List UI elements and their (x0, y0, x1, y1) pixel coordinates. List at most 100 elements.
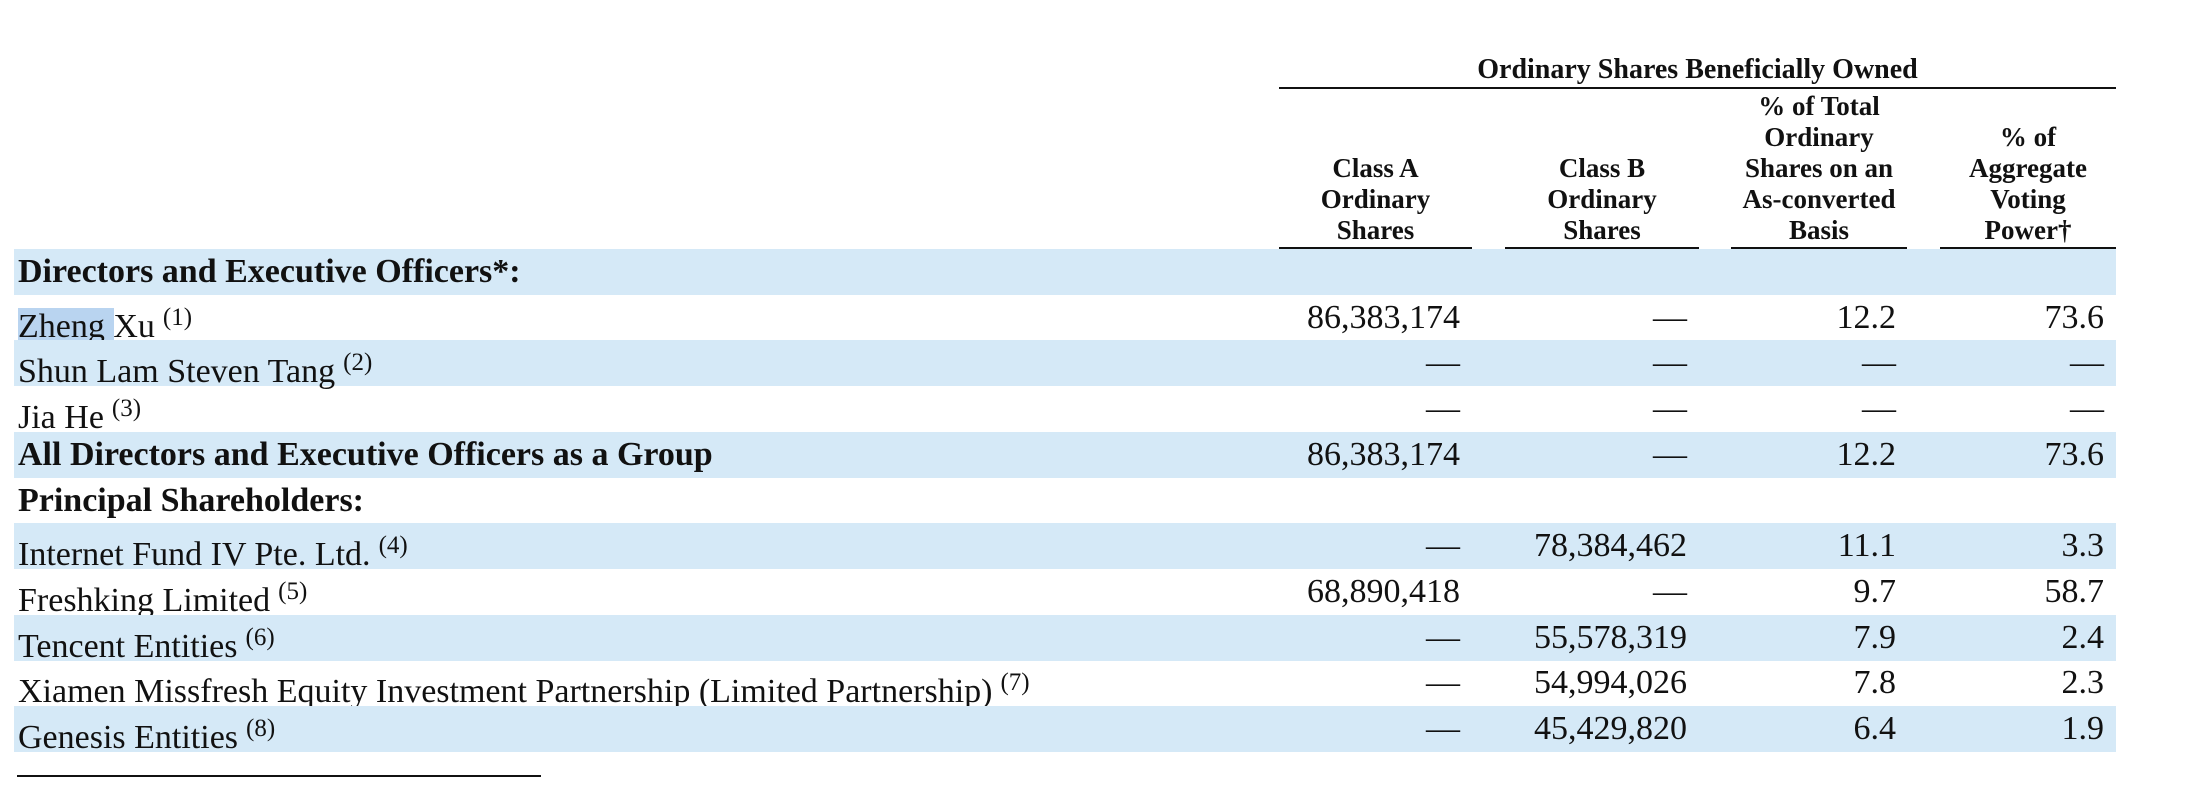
column-header-line: Ordinary (1764, 122, 1874, 152)
row-label: Jia He (3) (18, 388, 141, 439)
cell: 73.6 (2044, 435, 2105, 473)
row-label: Shun Lam Steven Tang (2) (18, 342, 372, 393)
footnote-ref: (3) (111, 395, 142, 423)
cell: — (1426, 344, 1460, 382)
cell: — (1862, 390, 1896, 428)
cell: 54,994,026 (1534, 664, 1687, 702)
cell: — (1426, 710, 1460, 747)
table-row: Shun Lam Steven Tang (2) — — — — (14, 340, 2116, 390)
footnote-ref: (8) (246, 715, 276, 742)
column-header-line: Voting (1990, 184, 2066, 214)
cell: — (1653, 390, 1687, 428)
footnote-ref: (1) (162, 303, 193, 331)
cell: 73.6 (2044, 298, 2105, 336)
footnote-ref: (5) (278, 577, 308, 605)
table-row: Zheng Xu (1) 86,383,174 — 12.2 73.6 (14, 295, 2116, 345)
footnote-ref: (7) (1000, 669, 1030, 697)
cell: 78,384,462 (1534, 527, 1687, 565)
group-header: Ordinary Shares Beneficially Owned (1477, 54, 1918, 85)
cell: — (1653, 344, 1687, 382)
cell: — (1426, 527, 1460, 565)
cell: 55,578,319 (1534, 618, 1687, 656)
cell: 7.9 (1853, 618, 1897, 656)
column-header-line: Ordinary (1320, 184, 1431, 214)
table-row: Tencent Entities (6) — 55,578,319 7.9 2.4 (14, 614, 2116, 665)
row-label-text: Freshking Limited (18, 581, 271, 619)
cell: 68,890,418 (1307, 572, 1460, 610)
column-header-line: Shares (1563, 215, 1641, 245)
row-label-text: All Directors and Executive Officers as … (18, 435, 713, 473)
cell: 12.2 (1836, 298, 1897, 336)
row-label: Tencent Entities (6) (18, 617, 275, 668)
row-label-text: Shun Lam Steven Tang (18, 353, 336, 391)
row-label: Directors and Executive Officers*: (18, 251, 521, 293)
cell: — (1426, 618, 1460, 656)
table-row: Genesis Entities (8) — 45,429,820 6.4 1.9 (14, 706, 2116, 756)
cell: 1.9 (2061, 710, 2105, 747)
cell: — (2070, 344, 2104, 382)
row-label: Principal Shareholders: (18, 480, 364, 522)
column-header-line: % of (1999, 122, 2057, 152)
footnote-ref: (6) (245, 623, 275, 651)
cell: — (1426, 664, 1460, 702)
footnote-ref: (4) (378, 532, 408, 560)
column-header: % of Aggregate Voting Power† (1940, 122, 2116, 246)
column-header: % of Total Ordinary Shares on an As-convert… (1731, 91, 1907, 246)
rule (1279, 247, 1472, 249)
column-header-line: Ordinary (1547, 184, 1657, 214)
cell: 6.4 (1853, 710, 1897, 747)
cell: 45,429,820 (1534, 710, 1687, 747)
column-header-line: Class A (1332, 153, 1419, 183)
row-label-text: Jia He (18, 399, 104, 437)
cell: 2.3 (2061, 664, 2105, 702)
column-header-line: Aggregate (1969, 153, 2087, 183)
footnote-rule (17, 775, 541, 777)
row-label-text: Zheng Xu (18, 307, 155, 345)
column-header: Class A Ordinary Shares (1279, 153, 1472, 246)
table-row: Directors and Executive Officers*: (14, 249, 2116, 295)
cell: 58.7 (2044, 572, 2105, 610)
cell: 86,383,174 (1307, 435, 1460, 473)
cell: 7.8 (1853, 664, 1897, 702)
table-row: Jia He (3) — — — — (14, 386, 2116, 436)
table-row: Internet Fund IV Pte. Ltd. (4) — 78,384,462… (14, 523, 2116, 573)
cell: — (1426, 390, 1460, 428)
column-header-line: Class B (1558, 153, 1646, 183)
table-row: Freshking Limited (5) 68,890,418 — 9.7 58.7 (14, 569, 2116, 619)
row-label: All Directors and Executive Officers as … (18, 434, 713, 476)
cell: — (1653, 572, 1687, 610)
cell: 11.1 (1837, 527, 1896, 565)
column-header-line: Basis (1788, 215, 1850, 245)
row-label: Internet Fund IV Pte. Ltd. (4) (18, 525, 408, 576)
rule (1279, 87, 2116, 89)
cell: 12.2 (1836, 435, 1897, 473)
row-label-text: Xiamen Missfresh Equity Investment Partn… (18, 673, 993, 711)
rule (1505, 247, 1699, 249)
rule (1731, 247, 1907, 249)
footnote-ref: (2) (343, 349, 373, 377)
row-label: Xiamen Missfresh Equity Investment Partn… (18, 662, 1030, 713)
table-row: Xiamen Missfresh Equity Investment Partn… (14, 660, 2116, 710)
cell: 3.3 (2061, 527, 2105, 565)
column-header-line: % of Total (1758, 91, 1880, 121)
column-header-line: Power† (1984, 215, 2072, 245)
table-row: Principal Shareholders: (14, 478, 2116, 524)
row-label: Freshking Limited (5) (18, 571, 307, 622)
table-row: All Directors and Executive Officers as … (14, 431, 2116, 478)
cell: 86,383,174 (1307, 298, 1460, 336)
row-label-text: Directors and Executive Officers*: (18, 253, 521, 290)
rule (1940, 247, 2116, 249)
cell: — (1653, 435, 1687, 473)
cell: — (1862, 344, 1896, 382)
column-header-line: Shares on an (1744, 153, 1894, 183)
row-label-text: Genesis Entities (18, 719, 239, 756)
row-label-text: Tencent Entities (18, 627, 238, 665)
cell: 9.7 (1853, 572, 1897, 610)
row-label: Zheng Xu (1) (18, 297, 192, 348)
cell: — (2070, 390, 2104, 428)
cell: — (1653, 298, 1687, 336)
column-header-line: As-converted (1742, 184, 1896, 214)
column-header-line: Shares (1336, 215, 1415, 245)
cell: 2.4 (2061, 618, 2105, 656)
